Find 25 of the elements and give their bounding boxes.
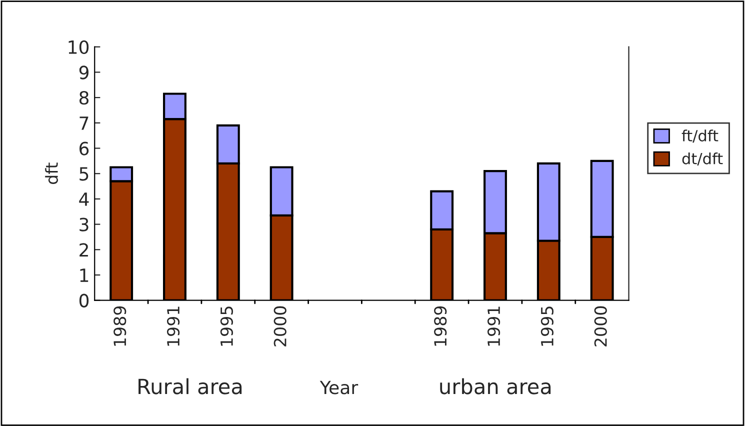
y-tick-label: 1 bbox=[80, 268, 88, 282]
y-tick-label: 4 bbox=[79, 192, 89, 206]
y-tick-label: 0 bbox=[79, 294, 89, 308]
x-tick-label: 1991 bbox=[166, 306, 180, 346]
y-tick-label: 7 bbox=[80, 116, 88, 130]
x-tick-label: 1991 bbox=[487, 306, 500, 346]
x-tick-label: 1989 bbox=[434, 306, 447, 346]
y-tick-label: 2 bbox=[80, 243, 88, 256]
y-tick-label: 10 bbox=[68, 40, 89, 54]
x-tick-label: 1989 bbox=[114, 306, 126, 346]
text: Rural area bbox=[138, 378, 242, 394]
x-tick-label: 2000 bbox=[594, 306, 607, 346]
legend-label: ft/dft bbox=[682, 130, 718, 143]
y-tick-label: 9 bbox=[79, 66, 88, 80]
y-tick-label: 8 bbox=[79, 91, 89, 105]
y-tick-label: 6 bbox=[80, 142, 89, 156]
x-tick-label: 2000 bbox=[274, 306, 286, 346]
text: urban area bbox=[440, 378, 551, 394]
x-tick-label: 1995 bbox=[540, 306, 554, 346]
y-tick-label: 3 bbox=[80, 218, 88, 232]
x-axis-title: Year bbox=[320, 380, 358, 394]
x-tick-label: 1995 bbox=[220, 306, 233, 346]
y-axis-title: dft bbox=[45, 162, 58, 184]
legend-label: dt/dft bbox=[682, 152, 723, 166]
y-tick-label: 5 bbox=[80, 167, 88, 181]
